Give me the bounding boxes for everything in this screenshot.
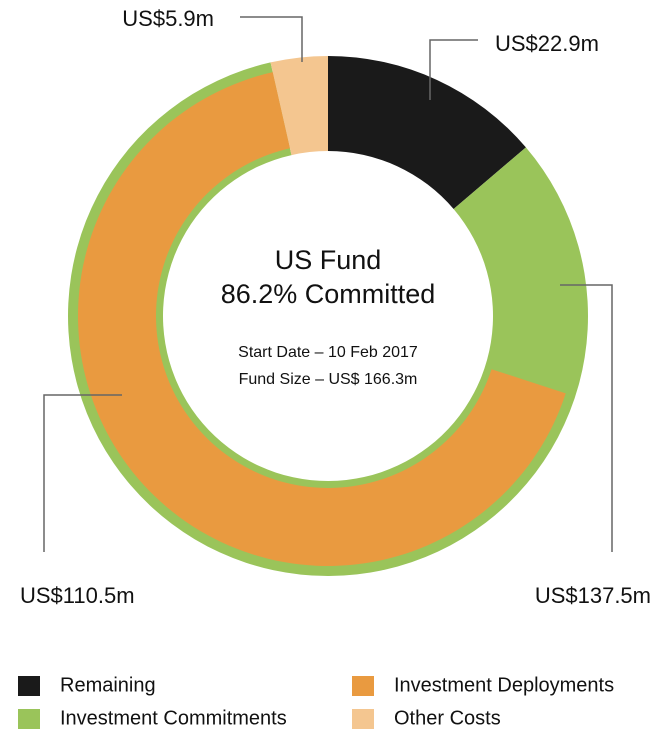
chart-title: US Fund — [275, 245, 382, 275]
value-label: US$110.5m — [20, 583, 135, 608]
legend-label: Investment Deployments — [394, 674, 614, 696]
rings — [68, 56, 589, 576]
donut-segment — [328, 56, 526, 210]
value-label: US$22.9m — [495, 31, 599, 56]
legend-swatch — [18, 676, 40, 696]
annotation: Fund Size – US$ 166.3m — [239, 371, 418, 388]
annotation: Start Date – 10 Feb 2017 — [238, 344, 418, 361]
legend-label: Investment Commitments — [60, 707, 287, 729]
donut-segment — [270, 56, 328, 156]
leader-line — [560, 284, 613, 552]
leader-line — [429, 39, 478, 100]
leader-line — [240, 16, 303, 62]
donut-inner-segment — [78, 72, 566, 566]
value-label: US$137.5m — [535, 583, 651, 608]
chart-subtitle: 86.2% Committed — [221, 279, 436, 309]
value-label: US$5.9m — [122, 6, 214, 31]
legend-label: Other Costs — [394, 707, 501, 729]
legend-swatch — [352, 709, 374, 729]
legend-swatch — [18, 709, 40, 729]
leader-line — [43, 394, 122, 552]
legend-swatch — [352, 676, 374, 696]
legend-label: Remaining — [60, 674, 156, 696]
